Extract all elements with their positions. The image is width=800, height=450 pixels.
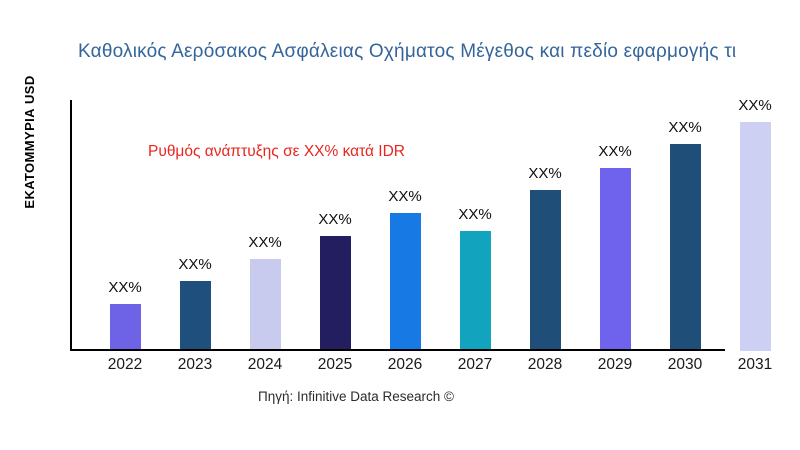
bar-value-label: XX% — [458, 206, 492, 223]
x-tick-label: 2022 — [107, 356, 143, 373]
bar-value-label: XX% — [178, 256, 212, 273]
bar — [249, 259, 281, 351]
x-tick-label: 2027 — [457, 356, 493, 373]
bar-value-label: XX% — [318, 211, 352, 228]
bar-value-label: XX% — [598, 143, 632, 160]
chart-title: Καθολικός Αερόσακος Ασφάλειας Οχήματος Μ… — [78, 41, 737, 62]
bar — [179, 281, 211, 351]
x-tick-label: 2031 — [737, 356, 773, 373]
bar-value-label: XX% — [668, 119, 702, 136]
bar — [669, 144, 701, 351]
bar — [109, 304, 141, 351]
bar-value-label: XX% — [738, 97, 772, 114]
x-tick-label: 2025 — [317, 356, 353, 373]
bar — [459, 231, 491, 351]
x-tick-label: 2030 — [667, 356, 703, 373]
bar — [389, 213, 421, 351]
bar-value-label: XX% — [528, 165, 562, 182]
bar — [319, 236, 351, 351]
bar-value-label: XX% — [108, 279, 142, 296]
x-tick-label: 2023 — [177, 356, 213, 373]
bar — [739, 122, 771, 351]
growth-rate-annotation: Ρυθμός ανάπτυξης σε XX% κατά IDR — [148, 143, 405, 160]
x-tick-label: 2024 — [247, 356, 283, 373]
x-axis-line — [70, 349, 725, 351]
bar-value-label: XX% — [248, 234, 282, 251]
x-tick-label: 2026 — [387, 356, 423, 373]
source-attribution: Πηγή: Infinitive Data Research © — [257, 389, 455, 404]
y-axis-line — [70, 100, 72, 351]
bar — [529, 190, 561, 351]
bar-value-label: XX% — [388, 188, 422, 205]
bar — [599, 168, 631, 351]
x-tick-label: 2029 — [597, 356, 633, 373]
x-tick-label: 2028 — [527, 356, 563, 373]
y-axis-label: ΕΚΑΤΟΜΜΥΡΙΑ USD — [22, 75, 37, 209]
